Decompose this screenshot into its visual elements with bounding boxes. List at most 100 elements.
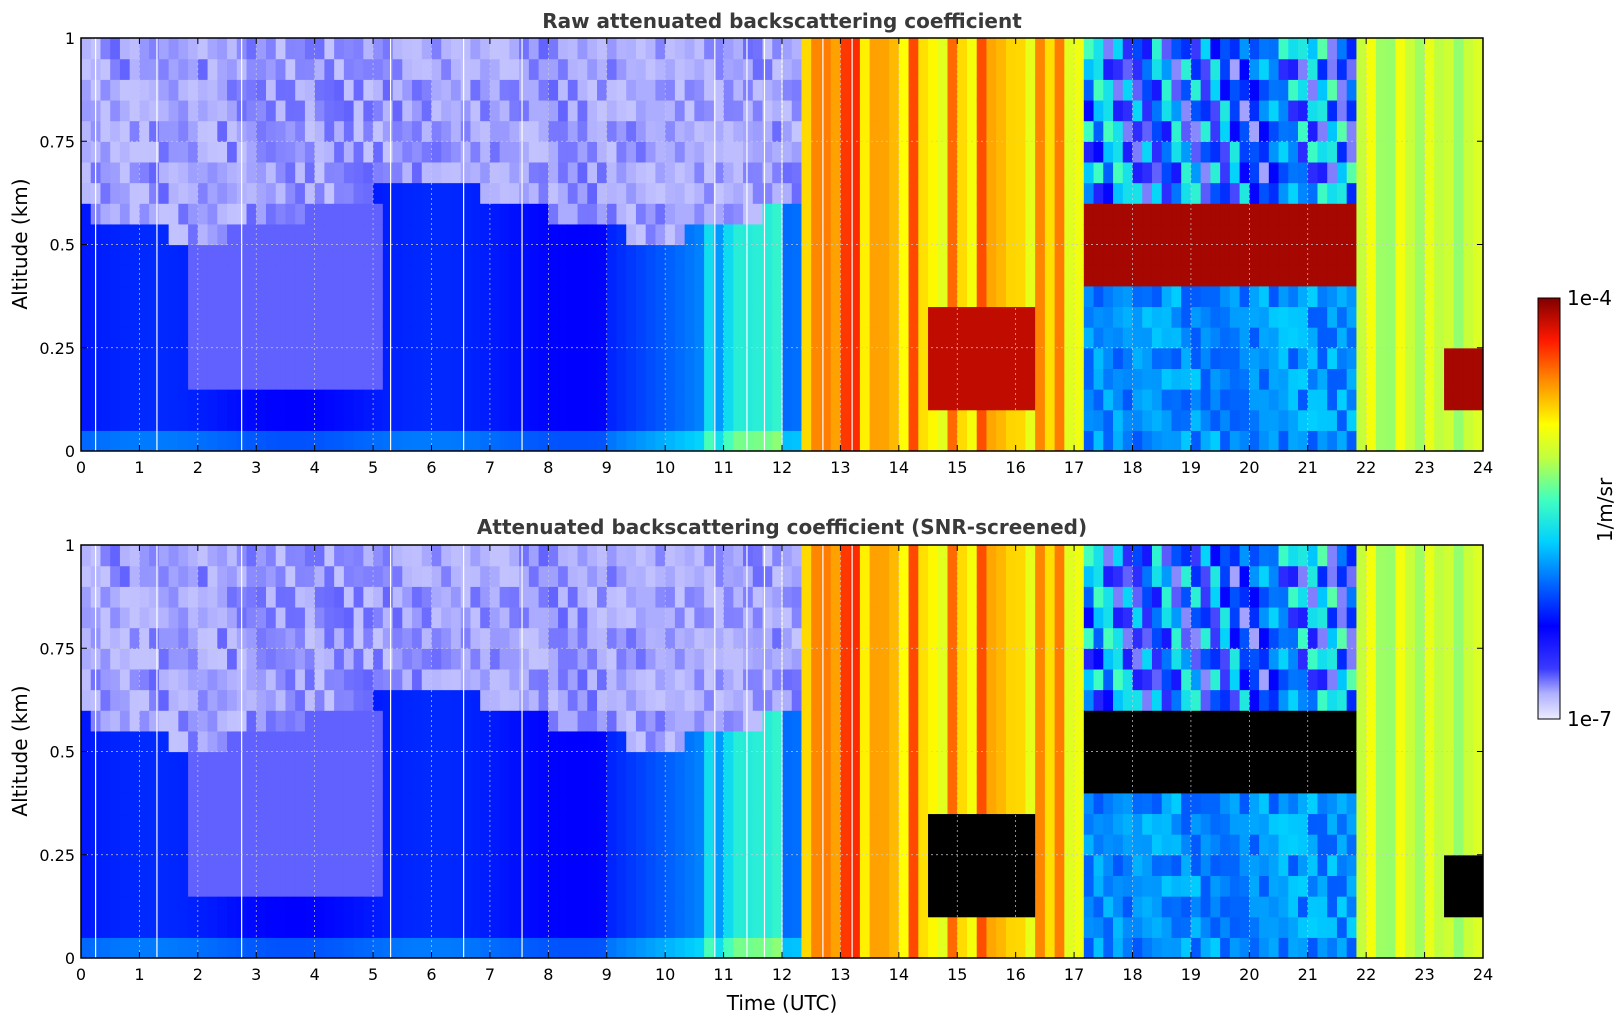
heatmap-cell <box>1005 586 1017 608</box>
heatmap-cell <box>1044 161 1056 184</box>
heatmap-cell <box>1444 285 1455 308</box>
heatmap-cell <box>577 937 588 958</box>
heatmap-cell <box>1336 368 1348 390</box>
heatmap-cell <box>392 937 403 958</box>
heatmap-cell <box>937 545 949 567</box>
heatmap-cell <box>918 430 929 451</box>
heatmap-cell <box>129 813 141 835</box>
heatmap-cell <box>460 58 472 80</box>
heatmap-cell <box>1473 161 1483 184</box>
heatmap-cell <box>879 141 890 163</box>
heatmap-cell <box>304 223 316 246</box>
heatmap-cell <box>733 916 744 938</box>
heatmap-cell <box>684 38 695 60</box>
heatmap-cell <box>1190 389 1202 411</box>
heatmap-cell <box>1025 79 1036 101</box>
heatmap-cell <box>178 772 189 794</box>
heatmap-cell <box>168 203 179 225</box>
heatmap-cell <box>879 38 890 60</box>
heatmap-cell <box>918 347 929 369</box>
heatmap-cell <box>791 182 803 204</box>
heatmap-cell <box>1346 306 1358 328</box>
heatmap-cell <box>966 38 978 60</box>
heatmap-cell <box>382 430 394 451</box>
heatmap-cell <box>470 792 481 815</box>
heatmap-cell <box>227 710 238 732</box>
heatmap-cell <box>1405 306 1416 328</box>
heatmap-cell <box>1405 141 1416 163</box>
heatmap-cell <box>1005 875 1017 897</box>
heatmap-cell <box>227 545 238 567</box>
heatmap-cell <box>149 751 160 773</box>
heatmap-cell <box>1015 565 1027 587</box>
heatmap-cell <box>665 368 676 390</box>
heatmap-cell <box>684 813 695 835</box>
heatmap-cell <box>996 710 1007 732</box>
heatmap-cell <box>1375 409 1387 431</box>
heatmap-cell <box>655 265 666 287</box>
heatmap-cell <box>1346 430 1358 451</box>
heatmap-cell <box>947 430 958 451</box>
heatmap-cell <box>587 668 598 691</box>
heatmap-cell <box>966 327 978 349</box>
heatmap-cell <box>207 223 218 246</box>
heatmap-cell <box>558 668 569 691</box>
heatmap-cell <box>704 710 715 732</box>
heatmap-cell <box>382 545 394 567</box>
heatmap-cell <box>820 327 832 349</box>
heatmap-cell <box>947 565 958 587</box>
heatmap-cell <box>1122 99 1134 122</box>
heatmap-cell <box>840 38 851 60</box>
heatmap-cell <box>820 203 832 225</box>
heatmap-cell <box>1444 306 1455 328</box>
heatmap-cell <box>704 916 715 938</box>
heatmap-cell <box>178 58 189 80</box>
heatmap-cell <box>382 223 394 246</box>
heatmap-cell <box>460 244 472 266</box>
heatmap-cell <box>733 120 744 142</box>
heatmap-cell <box>889 182 900 204</box>
heatmap-cell <box>1385 265 1396 287</box>
heatmap-cell <box>1473 141 1483 163</box>
heatmap-cell <box>489 668 501 691</box>
heatmap-cell <box>558 772 569 794</box>
heatmap-cell <box>1395 430 1406 451</box>
heatmap-cell <box>1025 120 1036 142</box>
heatmap-cell <box>752 937 764 958</box>
heatmap-cell <box>558 648 569 670</box>
heatmap-cell <box>840 854 851 876</box>
heatmap-cell <box>976 668 988 691</box>
heatmap-cell <box>197 368 209 390</box>
heatmap-cell <box>1210 141 1221 163</box>
heatmap-cell <box>499 648 510 670</box>
heatmap-cell <box>363 409 374 431</box>
heatmap-cell <box>859 38 871 60</box>
heatmap-cell <box>480 182 491 204</box>
heatmap-cell <box>850 730 861 753</box>
heatmap-cell <box>188 916 199 938</box>
heatmap-cell <box>1083 203 1095 225</box>
heatmap-cell <box>558 203 569 225</box>
heatmap-cell <box>431 347 442 369</box>
heatmap-cell <box>295 223 306 246</box>
heatmap-cell <box>1229 409 1241 431</box>
heatmap-cell <box>801 223 812 246</box>
heatmap-cell <box>1278 99 1289 122</box>
heatmap-cell <box>850 751 861 773</box>
heatmap-cell <box>431 389 442 411</box>
heatmap-cell <box>489 409 501 431</box>
heatmap-cell <box>1434 99 1445 122</box>
heatmap-cell <box>334 627 345 649</box>
heatmap-cell <box>996 937 1007 958</box>
heatmap-cell <box>850 937 861 958</box>
heatmap-cell <box>1414 203 1426 225</box>
heatmap-cell <box>597 306 608 328</box>
heatmap-cell <box>606 409 618 431</box>
heatmap-cell <box>1113 58 1124 80</box>
heatmap-cell <box>1356 430 1367 451</box>
heatmap-cell <box>519 120 530 142</box>
heatmap-cell <box>635 368 647 390</box>
heatmap-cell <box>713 937 725 958</box>
heatmap-cell <box>382 203 394 225</box>
heatmap-cell <box>470 813 481 835</box>
